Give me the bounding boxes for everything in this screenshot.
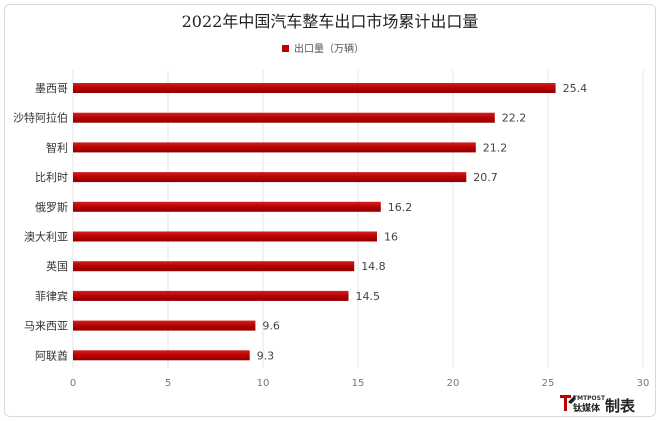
value-label: 21.2 [483,141,508,154]
bars [73,83,556,361]
x-tick-label: 10 [257,378,270,389]
value-label: 9.6 [262,320,280,333]
brand-logo-cn: 钛媒体 [573,402,601,414]
brand-label: 制表 [605,397,636,415]
legend-swatch [282,45,289,52]
legend: 出口量（万辆） [282,42,364,55]
x-tick-label: 30 [637,378,650,389]
value-label: 14.5 [356,290,381,303]
value-label: 16 [384,231,398,244]
bar [73,231,377,242]
category-label: 英国 [46,259,68,273]
x-tick-label: 5 [165,378,171,389]
bar [73,201,381,212]
brand-logo-en: TMTPOST [573,395,606,402]
brand-logo: TMTPOST 钛媒体 制表 [560,395,636,415]
value-label: 16.2 [388,201,413,214]
x-tick-label: 20 [447,378,460,389]
x-tick-label: 0 [70,378,76,389]
bar [73,172,467,183]
x-tick-label: 15 [352,378,365,389]
category-label: 菲律宾 [35,289,68,303]
value-label: 20.7 [473,171,498,184]
value-labels: 25.4 22.2 21.2 20.7 16.2 16 14.8 14.5 9.6 9.3 [257,82,587,362]
chart-title: 2022年中国汽车整车出口市场累计出口量 [182,12,479,31]
category-label: 沙特阿拉伯 [13,111,68,125]
value-label: 22.2 [502,112,527,125]
category-label: 俄罗斯 [35,201,68,214]
x-axis-ticks: 0 5 10 15 20 25 30 [70,378,650,389]
category-label: 比利时 [35,171,68,184]
category-label: 智利 [46,140,68,154]
value-label: 25.4 [563,82,588,95]
category-label: 澳大利亚 [24,230,68,244]
brand-logo-mark [568,395,575,404]
bar [73,320,256,331]
bar [73,83,556,93]
bar [73,261,355,272]
brand-logo-icon [560,395,571,411]
bar [73,112,495,123]
category-label: 阿联酋 [35,348,68,362]
x-tick-label: 25 [542,378,555,389]
bar [73,350,250,361]
bar [73,290,349,301]
value-label: 9.3 [257,349,275,362]
legend-label: 出口量（万辆） [294,42,364,55]
bar [73,142,476,153]
category-label: 马来西亚 [24,320,68,333]
category-label: 墨西哥 [35,82,68,95]
value-label: 14.8 [361,260,386,273]
